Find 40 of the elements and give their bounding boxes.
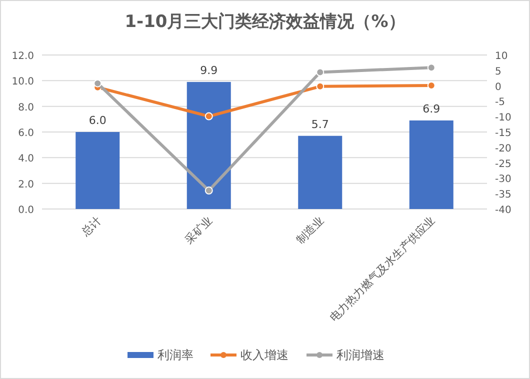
title: 1-10月三大门类经济效益情况（%） [124, 12, 406, 32]
y2-tick-label: -10 [495, 112, 512, 124]
legend-label: 利润率 [158, 348, 194, 362]
y-tick-label: 12.0 [12, 51, 34, 62]
x-tick-label: 采矿业 [182, 214, 215, 246]
y2-tick-label: -5 [495, 97, 505, 108]
y2-tick-label: 5 [495, 66, 502, 78]
bar [409, 120, 454, 209]
y2-tick-label: 0 [495, 82, 502, 93]
y2-tick-label: -15 [495, 128, 512, 139]
point [94, 79, 102, 88]
x-tick-label: 制造业 [294, 214, 326, 246]
point [316, 68, 324, 76]
legend-label: 收入增速 [240, 348, 288, 362]
data-label: 5.7 [311, 118, 329, 131]
y2-tick-label: -25 [495, 158, 512, 170]
x-tick-label: 电力热力燃气及水生产供应业 [327, 214, 438, 324]
y2-tick-label: -35 [495, 190, 512, 201]
y-tick-label: 8.0 [18, 102, 34, 114]
y-tick-label: 0.0 [18, 205, 34, 216]
point [427, 64, 436, 72]
bar [76, 132, 120, 209]
y2-tick-label: -30 [495, 174, 512, 186]
x-tick-label: 总计 [78, 214, 104, 240]
y-tick-label: 10.0 [12, 76, 34, 88]
y2-tick-label: -40 [495, 205, 512, 216]
y-tick-label: 2.0 [18, 179, 34, 190]
legend-label: 利润增速 [336, 348, 384, 362]
data-label: 6.0 [88, 114, 106, 127]
data-label: 6.9 [422, 102, 440, 116]
y2-tick-label: -20 [495, 143, 512, 154]
bar [186, 82, 231, 209]
y-tick-label: 4.0 [18, 154, 34, 165]
data-label: 9.9 [200, 64, 218, 77]
y2-tick-label: 10 [495, 51, 508, 62]
point [316, 82, 324, 90]
point [204, 186, 213, 195]
point [204, 112, 213, 120]
bar [298, 136, 342, 209]
y-tick-label: 6.0 [18, 128, 34, 139]
